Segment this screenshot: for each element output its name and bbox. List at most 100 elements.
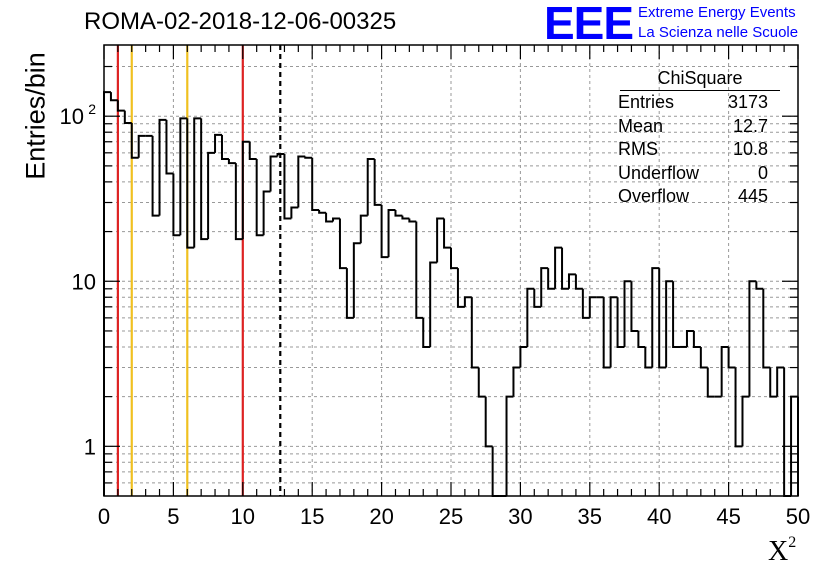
histogram-bin [186,118,195,249]
histogram-bin [651,267,660,368]
stats-box: ChiSquare Entries 3173 Mean 12.7 RMS 10.8 U… [612,66,780,209]
histogram-bin [283,154,292,220]
histogram-bin [637,330,646,348]
stats-box-title: ChiSquare [620,66,780,91]
y-tick-label: 1 [84,434,96,459]
histogram-bin [762,288,771,369]
eee-logo: EEE Extreme Energy Events La Scienza nel… [544,0,834,49]
histogram-bin [630,281,639,332]
histogram-bin [748,280,757,397]
x-tick-label: 50 [786,504,810,529]
histogram-bin [332,217,340,222]
histogram-bin [741,395,750,447]
histogram-bin [151,135,160,217]
histogram-bin [415,221,424,319]
histogram-bin [533,288,542,308]
stats-label: Overflow [618,186,690,206]
x-tick-label: 25 [439,504,463,529]
histogram-bin [727,346,736,369]
histogram-bin [665,280,674,368]
stats-value: 3173 [727,92,768,112]
histogram-bin [685,329,694,347]
histogram-bin [699,346,708,369]
stats-label: Underflow [618,162,700,183]
histogram-bin [450,247,458,270]
histogram-bin [255,159,264,237]
histogram-bin [602,297,611,369]
histogram-bin [623,280,632,347]
x-axis-label: X2 [768,534,797,568]
histogram-bin [297,155,306,208]
histogram-bin [540,267,549,307]
histogram-bin [616,297,625,348]
histogram-bin [241,140,250,240]
histogram-bin [137,134,146,158]
histogram-bin [262,190,271,236]
x-axis-label-base: X [768,536,789,567]
histogram-bin [248,141,257,161]
histogram-bin [776,366,785,397]
histogram-bin [512,366,521,397]
histogram-bin [318,210,327,214]
histogram-bin [373,159,382,206]
histogram-bin [304,156,313,159]
histogram-bin [526,287,535,347]
histogram-bin [352,242,361,318]
histogram-bin [234,163,243,241]
histogram-bin [422,317,431,348]
stats-row-underflow: Underflow 0 [612,162,780,186]
histogram-bin [408,218,417,223]
histogram-bin [484,396,493,448]
chart-title: ROMA-02-2018-12-06-00325 [84,8,397,35]
histogram-bin [706,367,715,398]
histogram-bin [158,118,167,216]
histogram-bin [179,117,188,236]
stats-value: 0 [757,162,768,183]
histogram-bin [200,118,209,241]
x-tick-label: 20 [369,504,393,529]
histogram-bin [380,204,389,259]
histogram-bin [505,395,514,496]
x-tick-label: 0 [98,504,110,529]
y-tick-label-exponent: 2 [88,101,96,117]
histogram-bin [470,297,479,369]
histogram-bin [387,209,396,258]
stats-value: 10.8 [732,139,768,159]
histogram-bin [588,296,597,318]
stats-label: Mean [618,115,664,136]
histogram-bin [429,261,438,347]
histogram-bin [581,288,590,319]
histogram-bin [193,117,202,248]
histogram-bin [109,92,118,102]
x-tick-label: 40 [647,504,671,529]
histogram-bin [456,268,465,308]
histogram-bin [401,215,410,220]
y-tick-label: 10 [72,269,96,294]
histogram-bin [443,218,451,249]
histogram-bin [123,110,132,124]
stats-row-rms: RMS 10.8 [612,138,780,162]
stats-row-mean: Mean 12.7 [612,115,780,139]
x-axis-label-superscript: 2 [788,534,797,551]
histogram-bin [463,296,472,307]
histogram-bin [338,218,347,270]
histogram-bin [609,296,618,368]
histogram-bin [720,345,729,397]
x-tick-label: 45 [716,504,740,529]
x-tick-label: 10 [231,504,255,529]
histogram-bin [359,214,368,244]
histogram-bin [769,367,778,398]
x-tick-label: 30 [508,504,532,529]
stats-row-overflow: Overflow 445 [612,185,780,209]
stats-row-entries: Entries 3173 [612,91,780,115]
histogram-bin [672,281,681,348]
histogram-bin [755,281,764,290]
x-tick-label: 35 [578,504,602,529]
histogram-bin [644,346,653,369]
histogram-bin [567,273,576,289]
x-tick-label: 5 [167,504,179,529]
stats-label: RMS [618,139,658,159]
eee-logo-mark: EEE [544,0,634,49]
histogram-bin [220,134,229,161]
